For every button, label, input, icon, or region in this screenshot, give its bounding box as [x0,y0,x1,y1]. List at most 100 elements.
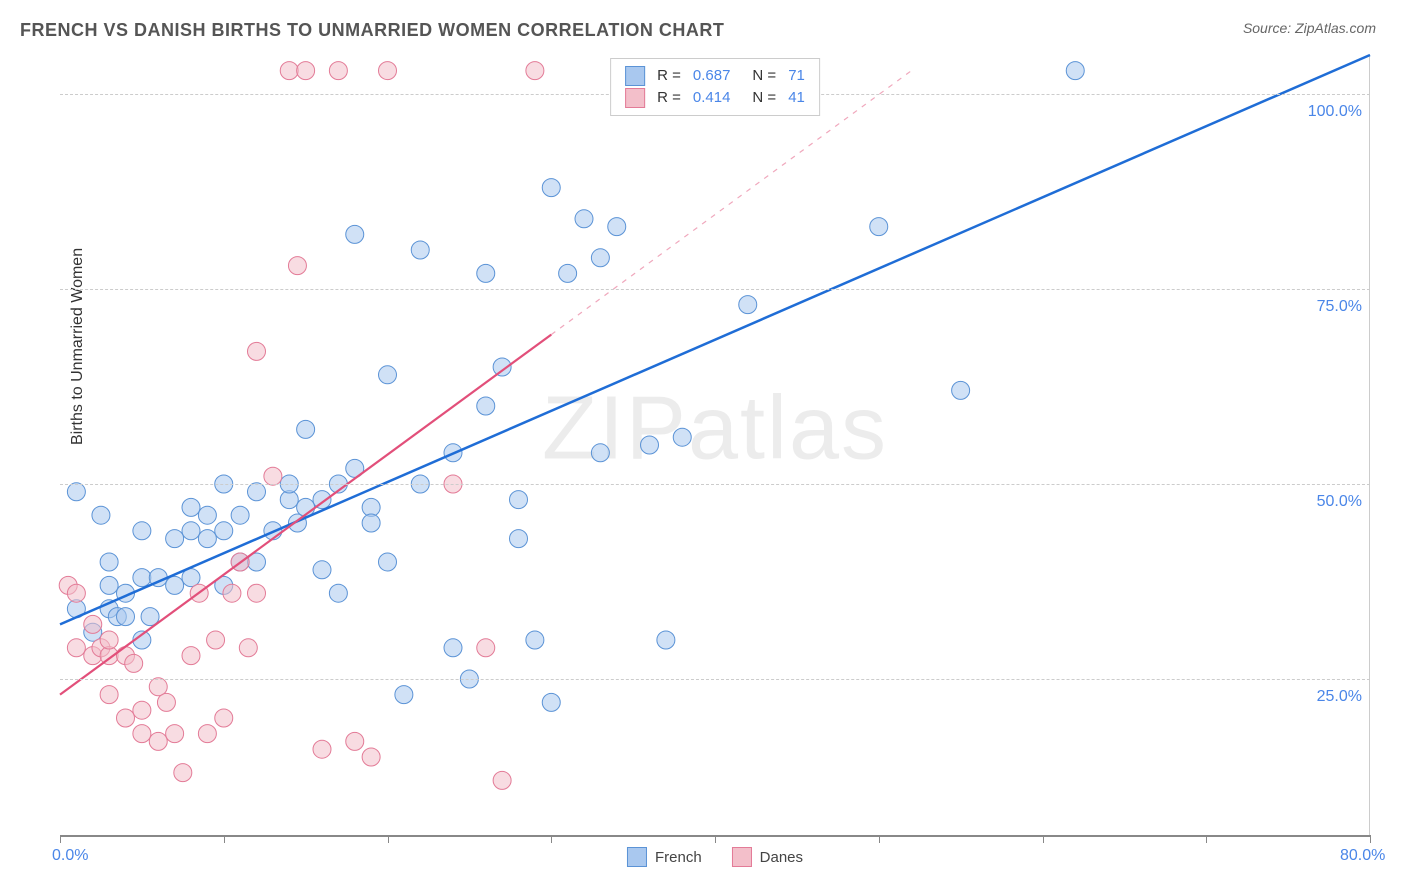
data-point [100,631,118,649]
data-point [166,530,184,548]
data-point [198,725,216,743]
data-point [67,483,85,501]
series-label: French [655,849,702,866]
data-point [542,179,560,197]
data-point [157,693,175,711]
data-point [231,506,249,524]
x-tick [224,835,225,843]
x-tick [715,835,716,843]
data-point [100,553,118,571]
data-point [67,639,85,657]
data-point [559,264,577,282]
data-point [477,639,495,657]
data-point [329,584,347,602]
data-point [591,249,609,267]
series-legend: French Danes [627,847,803,867]
data-point [92,506,110,524]
n-value: 41 [788,87,805,109]
x-tick [388,835,389,843]
data-point [346,225,364,243]
data-point [510,491,528,509]
n-label: N = [752,65,776,87]
data-point [198,506,216,524]
scatter-plot [60,55,1370,835]
data-point [100,576,118,594]
chart-area: Births to Unmarried Women R =0.687N =71R… [60,55,1370,837]
data-point [215,709,233,727]
data-point [166,576,184,594]
data-point [297,420,315,438]
legend-swatch [625,88,645,108]
data-point [477,397,495,415]
data-point [444,639,462,657]
x-tick-label: 0.0% [52,847,88,865]
data-point [84,615,102,633]
y-tick-label: 75.0% [1317,298,1362,316]
series-legend-item: French [627,847,702,867]
n-label: N = [752,87,776,109]
r-value: 0.414 [693,87,731,109]
data-point [182,498,200,516]
source-label: Source: ZipAtlas.com [1243,20,1376,36]
data-point [362,514,380,532]
data-point [207,631,225,649]
data-point [657,631,675,649]
data-point [117,608,135,626]
data-point [395,686,413,704]
r-value: 0.687 [693,65,731,87]
r-label: R = [657,65,681,87]
data-point [608,218,626,236]
data-point [133,522,151,540]
y-tick-label: 50.0% [1317,493,1362,511]
trend-line [60,55,1370,624]
data-point [329,62,347,80]
data-point [239,639,257,657]
data-point [215,522,233,540]
data-point [526,631,544,649]
data-point [133,725,151,743]
data-point [739,296,757,314]
stats-legend-row: R = 0.687 N = 71 [625,65,805,87]
data-point [411,241,429,259]
data-point [182,522,200,540]
stats-legend-row: R =0.414N =41 [625,87,805,109]
n-value: 71 [788,65,805,87]
gridline [60,679,1370,680]
data-point [526,62,544,80]
data-point [248,342,266,360]
data-point [149,732,167,750]
gridline [60,289,1370,290]
stats-legend: R = 0.687 N = 71R = 0.414 N = 41 [610,58,820,116]
data-point [379,62,397,80]
x-tick [551,835,552,843]
page-title: FRENCH VS DANISH BIRTHS TO UNMARRIED WOM… [20,20,724,41]
legend-swatch [627,847,647,867]
y-tick-label: 25.0% [1317,688,1362,706]
data-point [264,467,282,485]
legend-swatch [732,847,752,867]
x-tick [60,835,61,843]
data-point [313,740,331,758]
data-point [1066,62,1084,80]
data-point [575,210,593,228]
data-point [870,218,888,236]
data-point [125,654,143,672]
data-point [297,62,315,80]
data-point [280,62,298,80]
data-point [248,483,266,501]
data-point [346,732,364,750]
data-point [166,725,184,743]
data-point [248,584,266,602]
data-point [133,569,151,587]
data-point [542,693,560,711]
legend-swatch [625,66,645,86]
data-point [288,257,306,275]
series-legend-item: Danes [732,847,803,867]
x-tick [1370,835,1371,843]
data-point [641,436,659,454]
data-point [182,647,200,665]
data-point [117,709,135,727]
data-point [133,701,151,719]
data-point [67,584,85,602]
data-point [673,428,691,446]
